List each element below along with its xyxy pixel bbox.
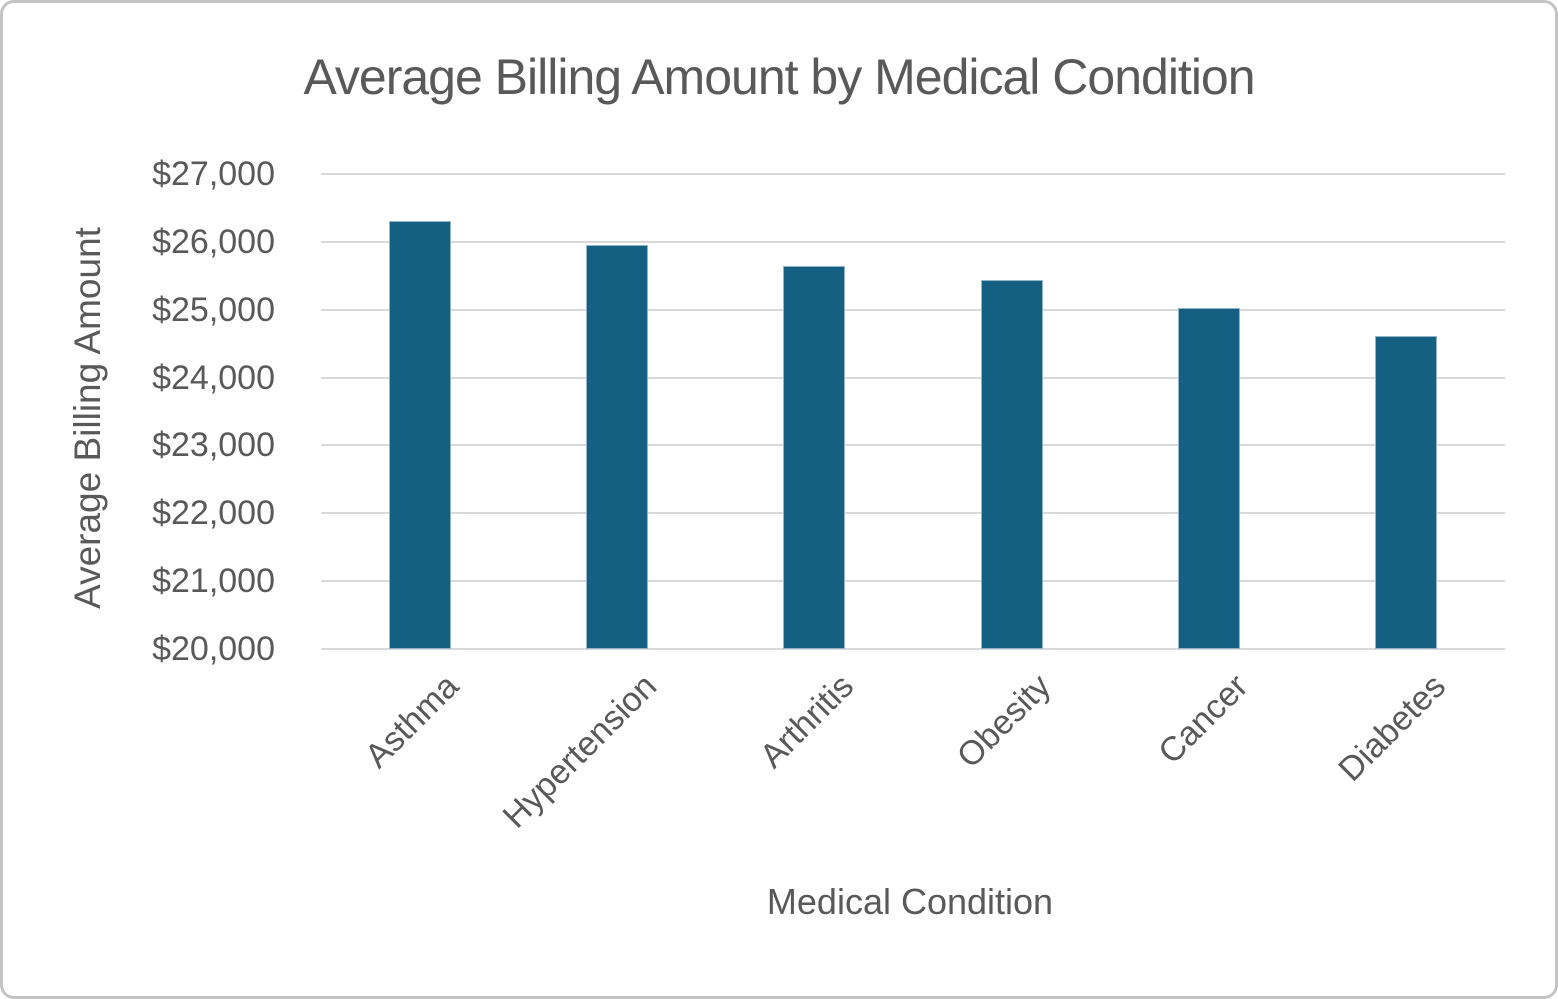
gridline — [321, 240, 1505, 243]
gridline — [321, 376, 1505, 379]
y-axis-tick-label: $25,000 — [152, 290, 275, 329]
y-axis-tick-label: $24,000 — [152, 358, 275, 397]
gridline — [321, 444, 1505, 447]
bar-arthritis — [783, 266, 846, 649]
x-axis-tick-label: Hypertension — [495, 667, 664, 836]
y-axis-tick-label: $23,000 — [152, 426, 275, 465]
gridline — [321, 648, 1505, 650]
y-axis-tick-label: $20,000 — [152, 630, 275, 668]
bar-asthma — [388, 220, 451, 649]
chart-title: Average Billing Amount by Medical Condit… — [303, 49, 1255, 105]
bar-diabetes — [1375, 335, 1438, 649]
x-axis-tick-label: Cancer — [1151, 667, 1256, 772]
bar-obesity — [980, 279, 1043, 649]
y-axis-tick-label: $26,000 — [152, 222, 275, 261]
x-axis-tick-label: Obesity — [950, 667, 1059, 776]
bar-cancer — [1178, 307, 1240, 649]
gridline — [321, 173, 1505, 175]
x-axis-tick-label: Asthma — [358, 667, 467, 776]
x-axis-tick-label: Diabetes — [1331, 667, 1454, 789]
gridline — [321, 580, 1505, 583]
y-axis-tick-label: $27,000 — [152, 155, 275, 193]
bar-hypertension — [586, 244, 648, 649]
gridline — [321, 512, 1505, 515]
x-axis-tick-label: Arthritis — [752, 667, 862, 776]
y-axis-tick-label: $22,000 — [152, 494, 275, 533]
x-axis-title: Medical Condition — [766, 881, 1054, 922]
gridline — [321, 308, 1505, 311]
y-axis-title: Average Billing Amount — [67, 227, 108, 609]
y-axis-tick-label: $21,000 — [152, 562, 275, 601]
